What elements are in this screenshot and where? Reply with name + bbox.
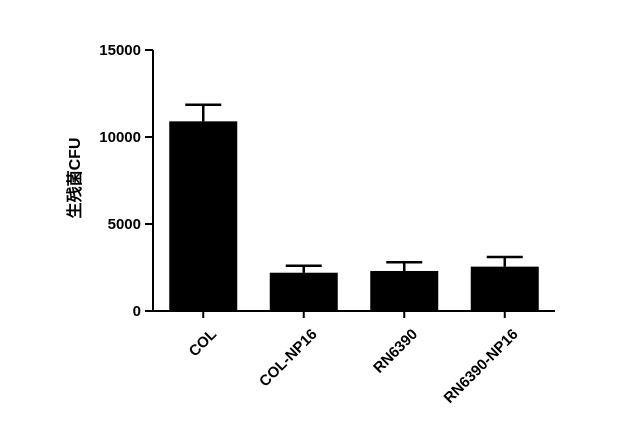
bar <box>270 273 338 311</box>
bar <box>370 271 438 311</box>
y-tick-label: 5000 <box>108 216 141 233</box>
y-tick-label: 15000 <box>99 42 141 59</box>
bar <box>471 267 539 311</box>
y-tick-label: 0 <box>133 303 141 320</box>
bar <box>169 121 237 311</box>
y-axis-label: 生残菌CFU <box>65 138 84 219</box>
y-tick-label: 10000 <box>99 129 141 146</box>
